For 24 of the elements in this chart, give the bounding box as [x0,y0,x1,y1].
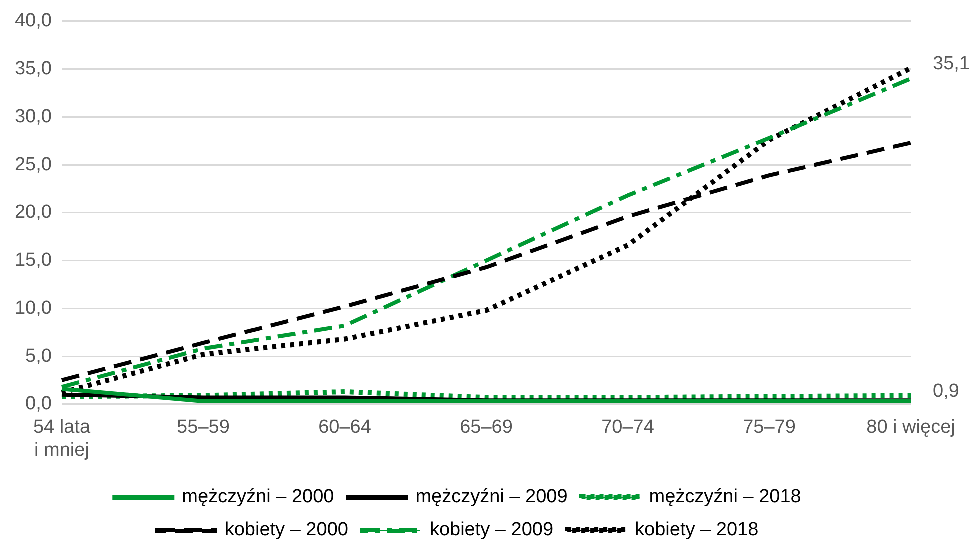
y-tick-label: 0,0 [26,394,52,415]
x-tick-label: 75–79 [743,417,796,438]
x-tick-label: 60–64 [318,417,372,438]
legend-label: kobiety – 2000 [224,520,348,541]
data-label: 35,1 [933,54,970,75]
data-label: 0,9 [933,381,960,402]
x-tick-label: 55–59 [177,417,230,438]
y-tick-label: 20,0 [14,202,52,224]
x-tick-label: 65–69 [460,417,513,438]
y-tick-label: 40,0 [14,10,52,32]
legend-label: kobiety – 2009 [430,520,554,541]
y-tick-label: 35,0 [14,58,52,80]
x-tick-label: 54 lata i mniej [33,417,91,461]
legend-label: mężczyźni – 2018 [649,486,802,508]
legend-label: kobiety – 2018 [635,520,759,541]
y-tick-label: 5,0 [26,346,52,367]
legend-label: mężczyźni – 2000 [182,486,334,508]
y-tick-label: 10,0 [14,298,52,319]
y-tick-label: 15,0 [14,250,52,272]
y-tick-label: 25,0 [14,154,52,176]
x-tick-label: 70–74 [602,417,655,438]
x-tick-label: 80 i więcej [866,417,956,438]
y-tick-label: 30,0 [14,106,52,128]
legend-label: mężczyźni – 2009 [416,486,568,508]
